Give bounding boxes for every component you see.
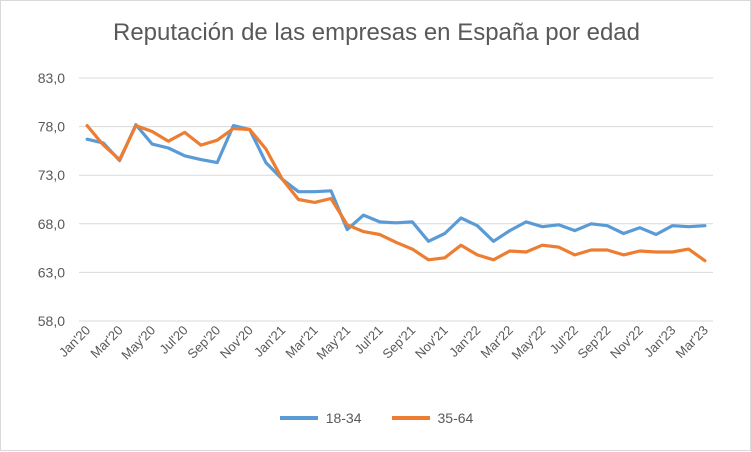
x-axis-ticks: Jan'20Mar'20May'20Jul'20Sep'20Nov'20Jan'… (56, 323, 711, 363)
x-tick-label: Mar'23 (673, 323, 711, 361)
x-tick-label: Mar'21 (282, 323, 320, 361)
y-tick-label: 58,0 (38, 313, 65, 329)
x-tick-label: May'21 (313, 323, 353, 363)
chart-title: Reputación de las empresas en España por… (112, 19, 640, 46)
x-tick-label: Jan'21 (251, 323, 288, 360)
x-tick-label: May'22 (508, 323, 548, 363)
legend: 18-34 35-64 (1, 410, 751, 426)
legend-label: 35-64 (437, 410, 474, 426)
legend-swatch (279, 416, 318, 420)
y-tick-label: 83,0 (38, 70, 65, 86)
y-tick-label: 73,0 (38, 167, 65, 183)
x-tick-label: Sep'20 (184, 323, 223, 362)
series-line-35-64 (85, 123, 707, 263)
x-tick-label: Nov'22 (607, 323, 646, 362)
x-tick-label: Sep'22 (575, 323, 614, 362)
legend-label: 18-34 (325, 410, 362, 426)
x-tick-label: Jan'23 (641, 323, 678, 360)
y-tick-label: 78,0 (38, 119, 65, 135)
legend-item-35-64: 35-64 (391, 410, 474, 426)
x-tick-label: Nov'20 (217, 323, 256, 362)
y-tick-label: 63,0 (38, 264, 65, 280)
x-tick-label: Jan'22 (446, 323, 483, 360)
x-tick-label: Nov'21 (412, 323, 451, 362)
y-axis-ticks: 58,0 63,0 68,0 73,0 78,0 83,0 (38, 70, 65, 329)
series-lines (85, 123, 707, 263)
x-tick-label: Mar'20 (87, 323, 125, 361)
x-tick-label: Mar'22 (477, 323, 515, 361)
gridlines (79, 77, 713, 322)
x-tick-label: Sep'21 (379, 323, 418, 362)
legend-swatch (391, 416, 430, 420)
x-tick-label: May'20 (118, 323, 158, 363)
y-tick-label: 68,0 (38, 216, 65, 232)
series-line-18-34 (85, 123, 707, 243)
legend-item-18-34: 18-34 (279, 410, 362, 426)
